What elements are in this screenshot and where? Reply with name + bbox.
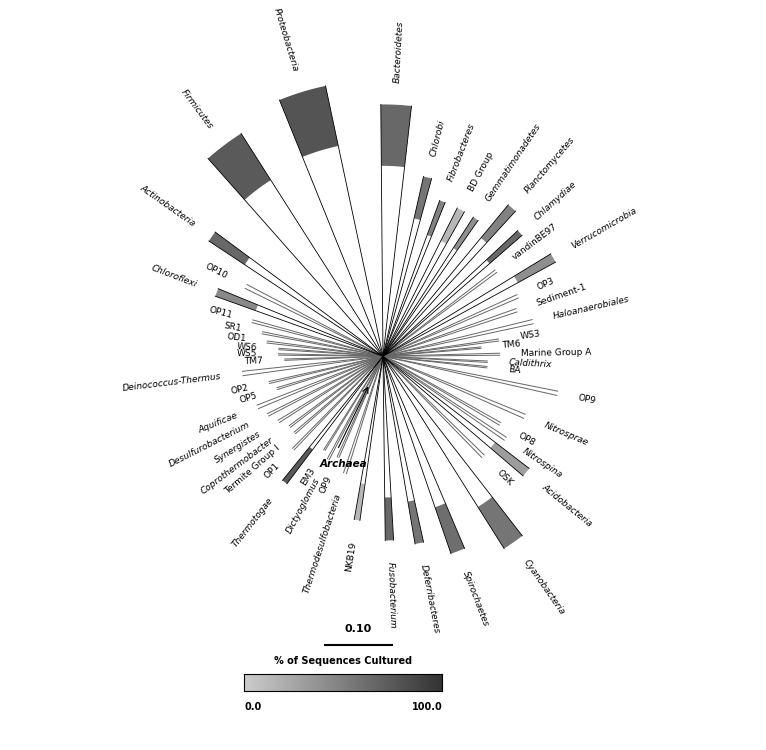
Text: Termite Group I: Termite Group I: [223, 443, 282, 496]
Text: OP5: OP5: [238, 391, 258, 404]
Text: Deinococcus-Thermus: Deinococcus-Thermus: [122, 371, 222, 393]
Polygon shape: [383, 356, 529, 476]
Polygon shape: [354, 356, 383, 520]
Polygon shape: [280, 86, 383, 356]
Text: Thermodesulfobacteria: Thermodesulfobacteria: [302, 492, 342, 595]
Text: TM7: TM7: [244, 356, 264, 365]
Text: 100.0: 100.0: [411, 702, 443, 712]
Text: Archaea: Archaea: [319, 459, 367, 470]
Text: Desulfurobacterium: Desulfurobacterium: [167, 421, 251, 470]
Text: Nitrospina: Nitrospina: [521, 447, 564, 480]
Text: OP2: OP2: [230, 383, 250, 396]
Text: Cyanobacteria: Cyanobacteria: [522, 557, 567, 616]
Text: Chloroflexi: Chloroflexi: [150, 263, 198, 289]
Text: NKB19: NKB19: [345, 541, 358, 572]
Text: OP3: OP3: [535, 276, 555, 292]
Text: Fibrobacteres: Fibrobacteres: [446, 122, 476, 183]
Text: OP9: OP9: [318, 475, 333, 495]
Text: TM6: TM6: [502, 340, 522, 350]
Polygon shape: [383, 356, 424, 544]
Text: Chlorobi: Chlorobi: [428, 119, 447, 158]
Text: Verrucomicrobia: Verrucomicrobia: [570, 206, 638, 251]
Text: Nitrosprae: Nitrosprae: [542, 421, 589, 447]
Text: BD Group: BD Group: [467, 151, 496, 193]
Text: OD1: OD1: [226, 332, 247, 344]
Text: EM3: EM3: [299, 466, 317, 487]
Text: OP10: OP10: [204, 262, 229, 280]
Text: Thermotogae: Thermotogae: [231, 496, 275, 550]
Text: OP1: OP1: [263, 461, 282, 481]
Text: WS5: WS5: [237, 350, 257, 358]
Text: % of Sequences Cultured: % of Sequences Cultured: [274, 656, 412, 666]
Text: Aquificae: Aquificae: [198, 411, 240, 435]
Text: WS6: WS6: [237, 341, 257, 352]
Polygon shape: [209, 232, 383, 356]
Polygon shape: [383, 176, 431, 356]
Text: Sediment-1: Sediment-1: [535, 282, 588, 308]
Text: Planctomycetes: Planctomycetes: [522, 135, 576, 195]
Text: Bacteroidetes: Bacteroidetes: [393, 21, 405, 83]
Text: Fusobacterium: Fusobacterium: [386, 562, 397, 628]
Polygon shape: [383, 254, 555, 356]
Text: Synergistes: Synergistes: [214, 429, 263, 464]
Text: SR1: SR1: [223, 321, 242, 333]
Text: Proteobacteria: Proteobacteria: [272, 7, 300, 73]
Text: Dictyoglomus: Dictyoglomus: [285, 476, 322, 535]
Polygon shape: [383, 208, 464, 356]
Text: Caldithrix: Caldithrix: [509, 358, 552, 370]
Text: Haloanaerobiales: Haloanaerobiales: [552, 295, 631, 321]
Polygon shape: [383, 356, 394, 541]
Text: Marine Group A: Marine Group A: [521, 348, 591, 358]
Text: Actinobacteria: Actinobacteria: [138, 183, 197, 228]
Polygon shape: [383, 200, 445, 356]
Polygon shape: [383, 217, 478, 356]
Text: Acidobacteria: Acidobacteria: [540, 482, 594, 528]
Text: OSK: OSK: [495, 468, 515, 488]
Polygon shape: [208, 134, 383, 356]
Polygon shape: [383, 356, 465, 554]
Text: OP9: OP9: [578, 393, 597, 406]
Text: OP8: OP8: [516, 430, 537, 448]
Text: Chlamydiae: Chlamydiae: [533, 179, 578, 222]
Text: Firmicutes: Firmicutes: [179, 88, 214, 130]
Polygon shape: [215, 289, 383, 356]
Text: Coprothermobacter: Coprothermobacter: [199, 436, 275, 496]
Text: WS3: WS3: [519, 330, 541, 341]
Text: Deferribacteres: Deferribacteres: [419, 563, 441, 634]
Polygon shape: [381, 104, 411, 356]
Text: BA: BA: [508, 365, 521, 375]
Text: 0.10: 0.10: [345, 624, 372, 634]
Polygon shape: [283, 356, 383, 484]
Text: vandinBE97: vandinBE97: [510, 222, 559, 262]
Polygon shape: [383, 230, 522, 356]
Polygon shape: [383, 356, 522, 548]
Text: Gemmatimonadetes: Gemmatimonadetes: [484, 122, 543, 203]
Text: Spirochaetes: Spirochaetes: [461, 570, 491, 628]
Polygon shape: [383, 205, 516, 356]
Text: 0.0: 0.0: [244, 702, 261, 712]
Text: OP11: OP11: [208, 305, 233, 320]
